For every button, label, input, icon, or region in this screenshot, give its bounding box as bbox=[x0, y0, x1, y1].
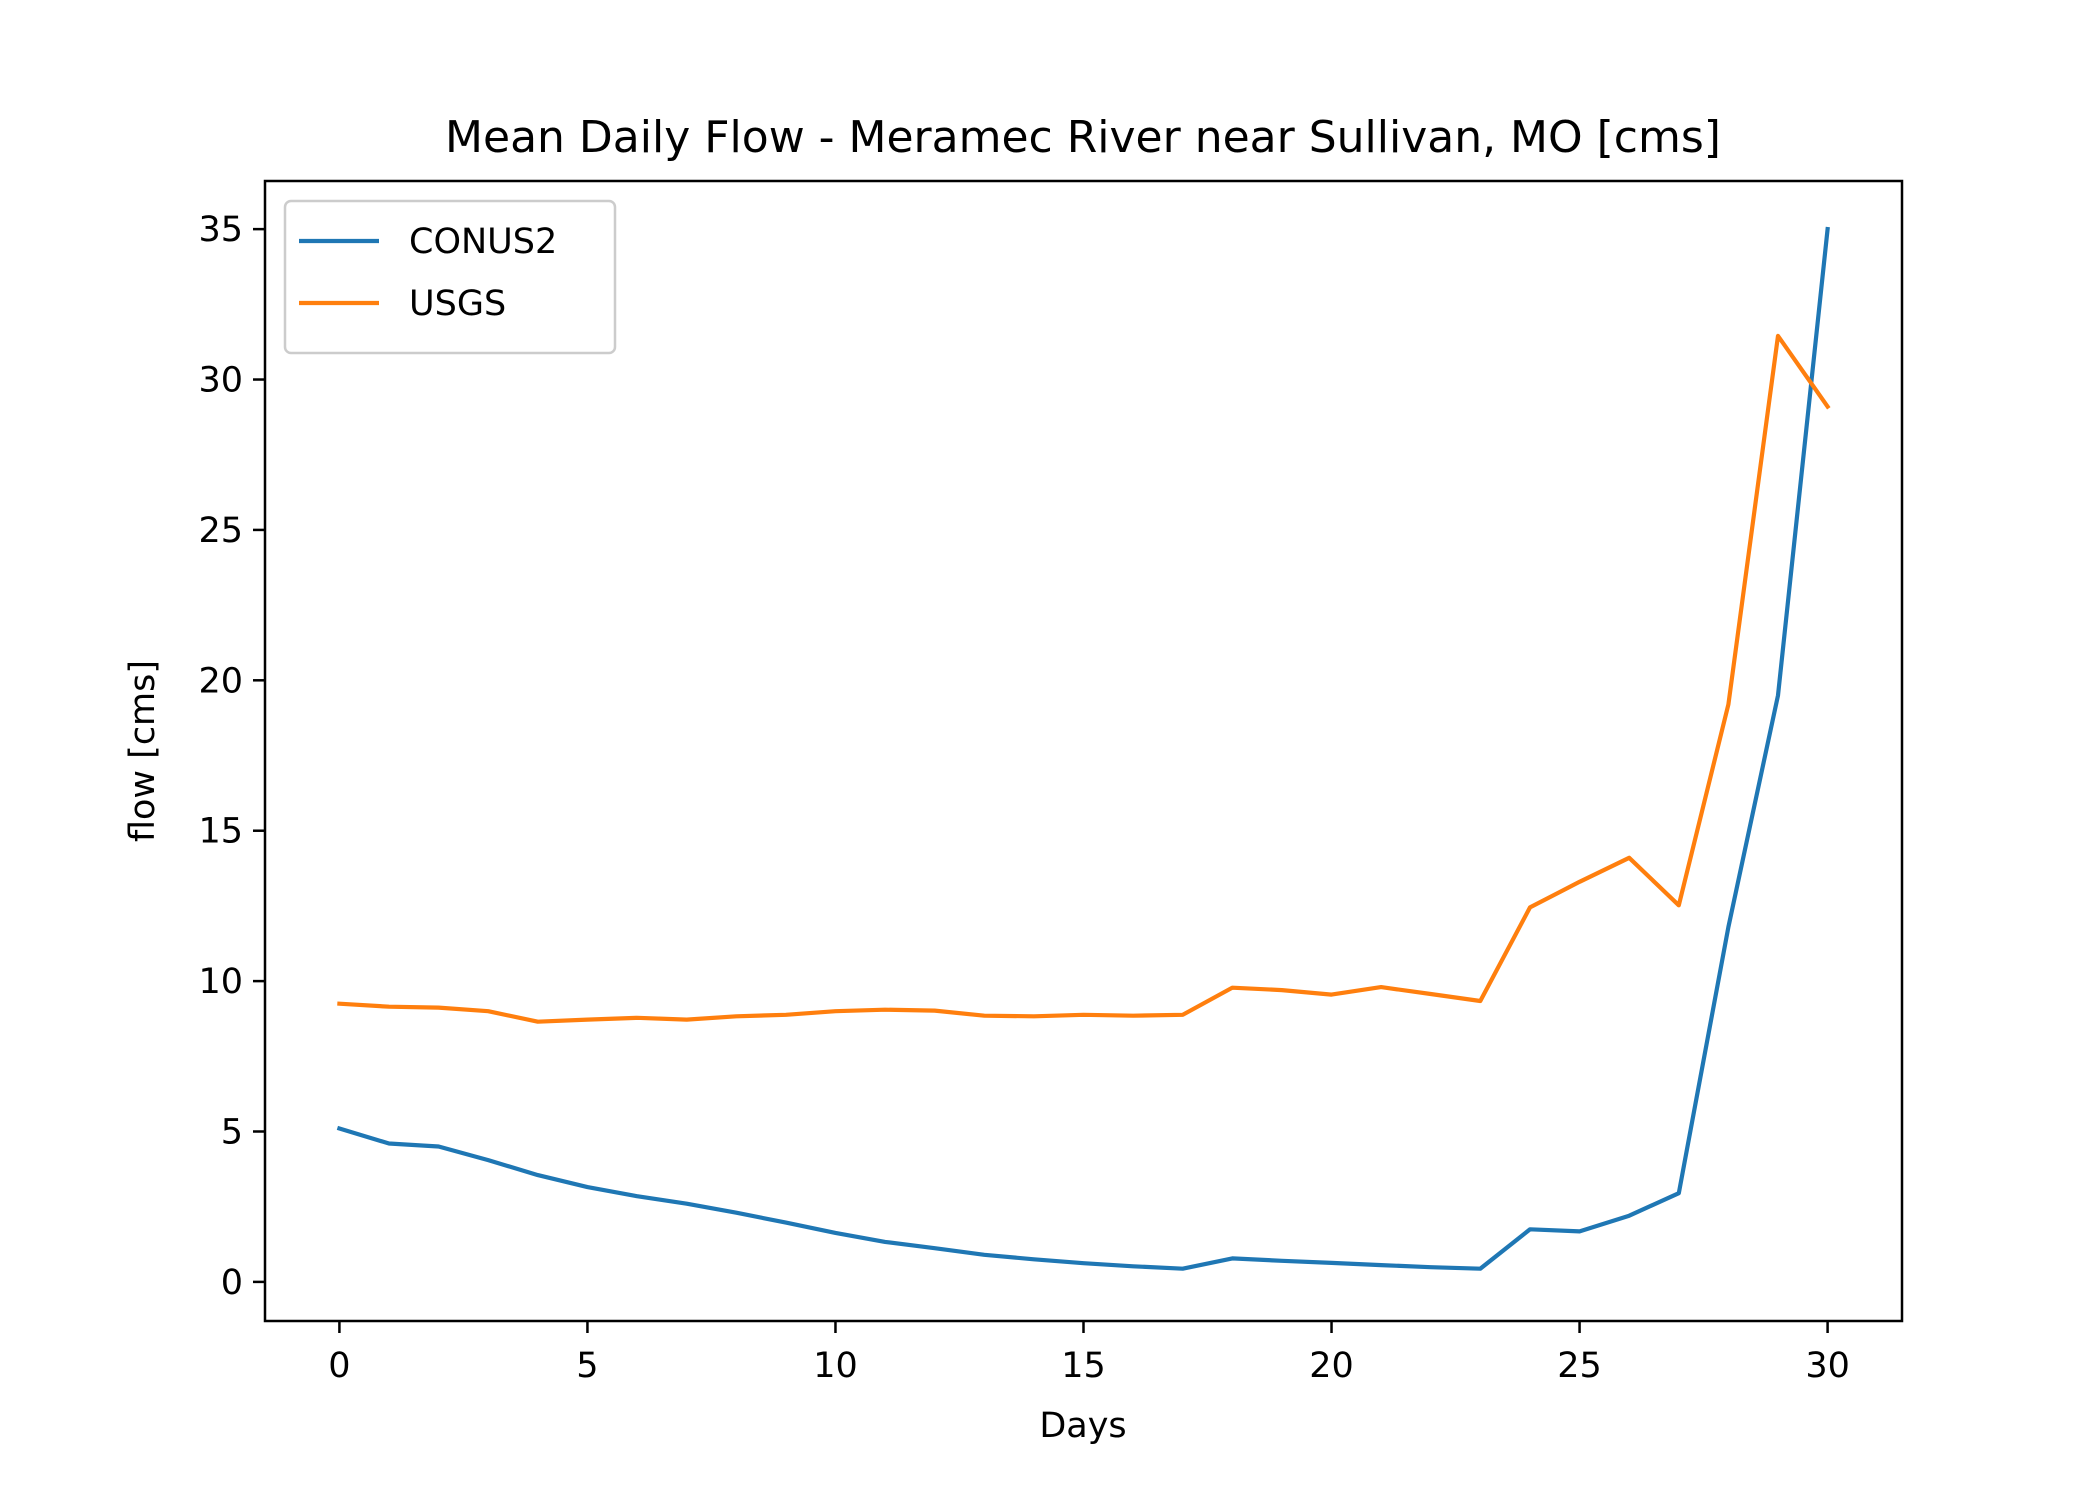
series-layer bbox=[336, 226, 1831, 1271]
y-axis: 0 5 10 15 20 25 30 35 bbox=[198, 210, 265, 1303]
y-axis-label: flow [cms] bbox=[123, 660, 163, 842]
y-tick-label: 20 bbox=[198, 661, 243, 701]
y-tick-label: 0 bbox=[221, 1263, 243, 1303]
x-tick-label: 5 bbox=[576, 1346, 598, 1386]
x-axis: 0 5 10 15 20 25 30 bbox=[328, 1321, 1850, 1386]
y-tick-label: 30 bbox=[198, 361, 243, 401]
y-tick-label: 15 bbox=[198, 812, 243, 852]
y-tick-label: 25 bbox=[198, 511, 243, 551]
x-axis-label: Days bbox=[1039, 1406, 1126, 1446]
x-tick-label: 30 bbox=[1805, 1346, 1850, 1386]
x-tick-label: 20 bbox=[1309, 1346, 1354, 1386]
chart-title: Mean Daily Flow - Meramec River near Sul… bbox=[445, 112, 1721, 163]
legend: CONUS2 USGS bbox=[283, 199, 617, 355]
y-tick-label: 5 bbox=[221, 1113, 243, 1153]
x-tick-label: 10 bbox=[813, 1346, 858, 1386]
x-tick-label: 25 bbox=[1557, 1346, 1602, 1386]
legend-label-conus2: CONUS2 bbox=[409, 222, 557, 262]
legend-label-usgs: USGS bbox=[409, 284, 506, 324]
series-line-conus2 bbox=[336, 226, 1830, 1271]
x-tick-label: 15 bbox=[1061, 1346, 1106, 1386]
y-tick-label: 35 bbox=[198, 210, 243, 250]
y-tick-label: 10 bbox=[198, 962, 243, 1002]
series-line-usgs bbox=[337, 333, 1831, 1024]
x-tick-label: 0 bbox=[328, 1346, 350, 1386]
